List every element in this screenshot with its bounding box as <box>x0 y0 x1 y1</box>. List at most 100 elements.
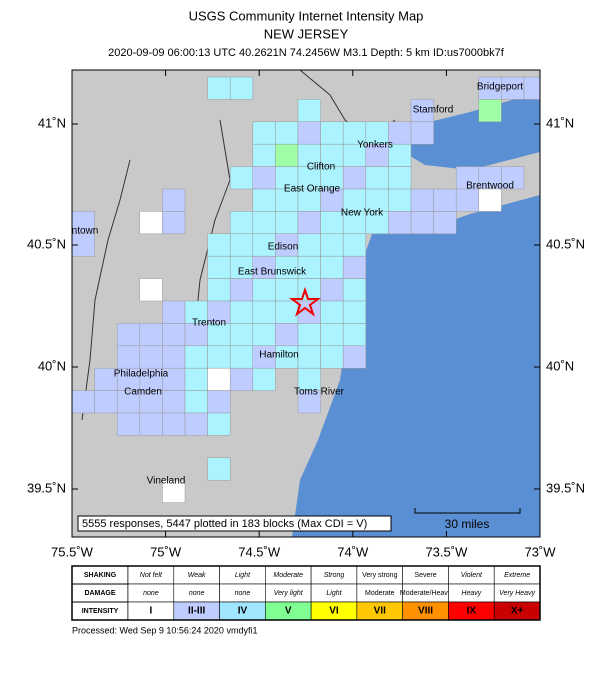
place-label: East Orange <box>284 184 341 195</box>
intensity-block <box>229 166 254 190</box>
intensity-block <box>162 345 186 369</box>
intensity-block <box>297 121 321 145</box>
intensity-block <box>162 412 186 436</box>
intensity-block <box>275 300 299 324</box>
place-label: Edison <box>268 242 299 253</box>
summary-box <box>77 515 392 532</box>
place-label: Toms River <box>294 387 345 398</box>
legend-cell-text: Moderate <box>273 572 303 579</box>
intensity-block <box>207 390 231 414</box>
ocean <box>292 195 540 537</box>
intensity-block <box>297 390 321 414</box>
intensity-block <box>342 323 367 347</box>
intensity-block <box>252 188 276 212</box>
intensity-block <box>410 188 434 212</box>
intensity-block <box>478 99 502 123</box>
place-label: Clifton <box>307 162 335 173</box>
intensity-block <box>229 76 254 100</box>
intensity-block <box>162 188 186 212</box>
place-label: Hamilton <box>259 350 298 361</box>
lat-label: 40.5˚N <box>27 236 66 251</box>
intensity-block <box>297 323 321 347</box>
legend-cell-text: IV <box>238 606 248 617</box>
intensity-block <box>455 188 480 212</box>
legend-cell-text: Very Heavy <box>499 590 535 597</box>
legend-cell-text: Extreme <box>504 572 530 579</box>
legend-cell-text: Violent <box>461 572 483 579</box>
intensity-block <box>297 233 321 257</box>
place-label: New York <box>341 208 384 219</box>
lat-label: 40.5˚N <box>546 236 585 251</box>
legend-cell-text: VIII <box>418 606 433 617</box>
place-label: Bridgeport <box>477 82 523 93</box>
intensity-block <box>342 166 367 190</box>
intensity-block <box>252 323 276 347</box>
intensity-block <box>252 278 276 302</box>
intensity-block <box>275 121 299 145</box>
intensity-block <box>342 233 367 257</box>
intensity-block <box>162 300 186 324</box>
lat-label: 40˚N <box>38 358 66 373</box>
title: USGS Community Internet Intensity Map <box>189 8 424 23</box>
intensity-block <box>320 323 344 347</box>
intensity-block <box>229 300 254 324</box>
legend-cell-text: Very light <box>274 590 304 597</box>
intensity-block <box>320 211 344 235</box>
intensity-block <box>184 390 208 414</box>
legend-cell-text: Light <box>235 572 251 579</box>
intensity-block <box>229 345 254 369</box>
intensity-block <box>116 323 141 347</box>
lat-label: 40˚N <box>546 358 574 373</box>
intensity-block <box>297 278 321 302</box>
intensity-block <box>207 457 231 481</box>
place-label: Yonkers <box>357 140 393 151</box>
intensity-block <box>320 233 344 257</box>
intensity-block <box>297 99 321 123</box>
intensity-block <box>410 211 434 235</box>
legend-row-label: SHAKING <box>84 572 117 579</box>
intensity-block <box>365 166 389 190</box>
legend-cell-text: X+ <box>511 606 524 617</box>
intensity-block <box>162 479 186 503</box>
intensity-block <box>252 121 276 145</box>
intensity-block <box>501 166 525 190</box>
intensity-block <box>252 143 276 167</box>
intensity-block <box>433 211 457 235</box>
legend-cell-text: II-III <box>188 606 205 617</box>
border <box>81 159 131 421</box>
intensity-block <box>139 211 163 235</box>
intensity-block <box>184 345 208 369</box>
legend-frame <box>71 565 541 621</box>
legend-row-label: INTENSITY <box>82 608 119 615</box>
intensity-block <box>410 121 434 145</box>
legend-cell-text: none <box>189 590 205 597</box>
legend-cell-text: Very strong <box>362 572 398 579</box>
intensity-block <box>320 300 344 324</box>
lon-label: 74˚W <box>337 544 369 559</box>
place-label: Philadelphia <box>114 369 169 380</box>
intensity-block <box>342 300 367 324</box>
lon-label: 74.5˚W <box>238 544 281 559</box>
lat-label: 39.5˚N <box>27 480 66 495</box>
intensity-block <box>207 278 231 302</box>
intensity-block <box>139 412 163 436</box>
summary: 5555 responses, 5447 plotted in 183 bloc… <box>82 518 367 530</box>
intensity-block <box>229 323 254 347</box>
intensity-block <box>388 211 412 235</box>
lon-label: 75˚W <box>150 544 182 559</box>
sound <box>400 92 540 170</box>
lat-label: 39.5˚N <box>546 480 585 495</box>
intensity-block <box>207 76 231 100</box>
map-frame <box>71 69 541 538</box>
footer: Processed: Wed Sep 9 10:56:24 2020 vmdyf… <box>72 625 257 635</box>
legend-cell-text: Moderate <box>365 590 395 597</box>
legend-cell-text: Weak <box>188 572 206 579</box>
lon-label: 73.5˚W <box>425 544 468 559</box>
event-info: 2020-09-09 06:00:13 UTC 40.2621N 74.2456… <box>108 47 505 59</box>
intensity-block <box>342 345 367 369</box>
legend-cell-text: V <box>285 606 292 617</box>
intensity-block <box>252 211 276 235</box>
intensity-block <box>207 233 231 257</box>
intensity-block <box>320 121 344 145</box>
